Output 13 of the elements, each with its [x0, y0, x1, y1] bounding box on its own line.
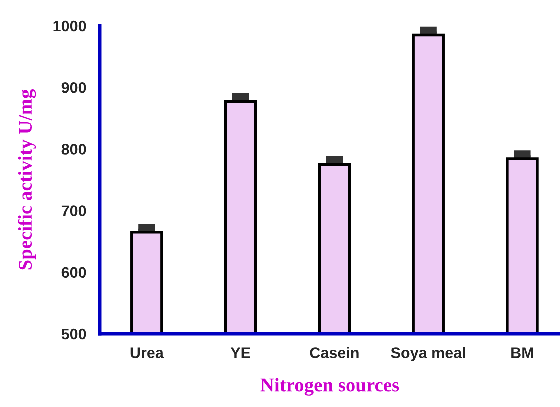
y-axis-title: Specific activity U/mg — [18, 89, 36, 270]
x-tick-label: Soya meal — [391, 347, 466, 362]
y-tick-label: 800 — [62, 144, 86, 155]
y-tick-label: 500 — [62, 328, 86, 340]
x-tick-label: BM — [512, 348, 534, 358]
y-tick-label: 900 — [62, 82, 86, 94]
x-tick-label: Casein — [310, 347, 359, 358]
x-axis-title: Nitrogen sources — [260, 378, 400, 396]
x-tick-label: Urea — [130, 348, 164, 358]
y-tick-label: 1000 — [54, 20, 86, 32]
y-tick-label: 700 — [62, 206, 86, 216]
y-tick-label: 600 — [62, 267, 86, 278]
x-tick-label: YE — [230, 348, 250, 358]
